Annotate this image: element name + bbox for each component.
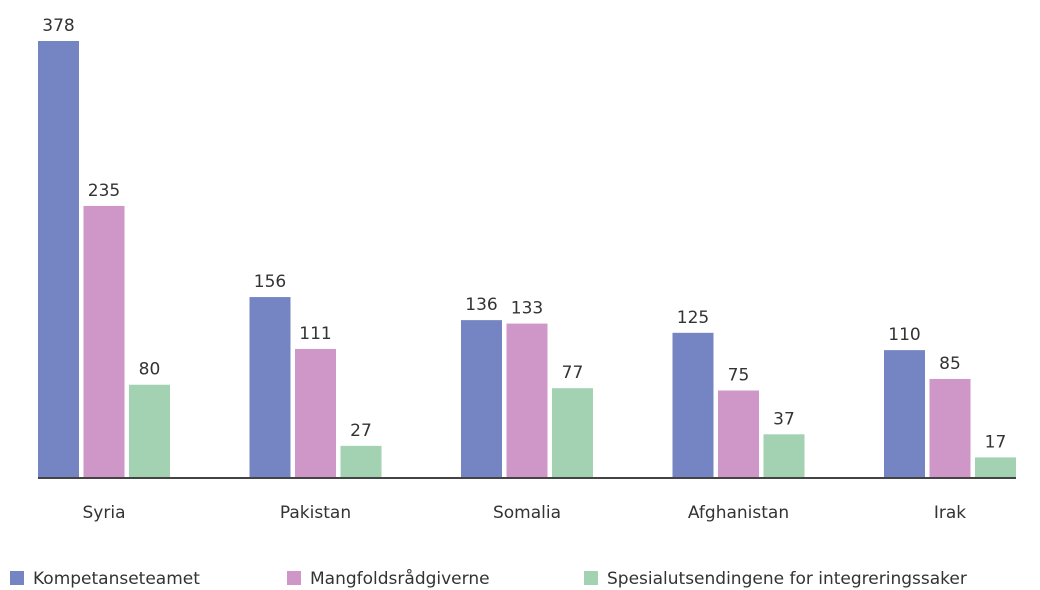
value-label: 17 [985, 432, 1007, 452]
legend-swatch [584, 571, 598, 585]
bar [249, 297, 291, 477]
value-label: 235 [88, 181, 120, 201]
bar [506, 323, 548, 477]
bar [38, 41, 79, 477]
bar [672, 332, 714, 477]
legend-swatch [287, 571, 301, 585]
value-label: 133 [511, 299, 543, 319]
value-label: 75 [728, 365, 750, 385]
value-label: 80 [139, 360, 161, 380]
legend-swatch [10, 571, 24, 585]
bar [884, 350, 925, 477]
legend-label: Kompetanseteamet [33, 569, 200, 589]
value-label: 110 [888, 325, 920, 345]
x-tick-label: Afghanistan [688, 503, 789, 523]
legend-label: Mangfoldsrådgiverne [310, 568, 490, 589]
x-tick-label: Pakistan [280, 503, 351, 523]
x-tick-label: Somalia [493, 503, 561, 523]
legend-label: Spesialutsendingene for integreringssake… [607, 569, 967, 589]
x-tick-label: Irak [934, 503, 966, 523]
bar [975, 457, 1016, 477]
value-label: 77 [562, 363, 584, 383]
value-label: 378 [42, 16, 74, 36]
bar [295, 348, 336, 477]
value-label: 27 [350, 421, 372, 441]
value-label: 37 [773, 409, 795, 429]
bar [763, 434, 805, 477]
bar [83, 205, 125, 477]
value-label: 156 [254, 272, 286, 292]
bar [552, 388, 593, 477]
bar [129, 384, 170, 477]
value-label: 125 [677, 308, 709, 328]
x-tick-label: Syria [83, 503, 126, 523]
value-label: 85 [939, 354, 961, 374]
bar [461, 320, 502, 477]
value-label: 136 [465, 295, 497, 315]
bar [718, 390, 759, 477]
bar [340, 445, 382, 477]
bar [929, 378, 971, 477]
value-label: 111 [299, 324, 331, 344]
